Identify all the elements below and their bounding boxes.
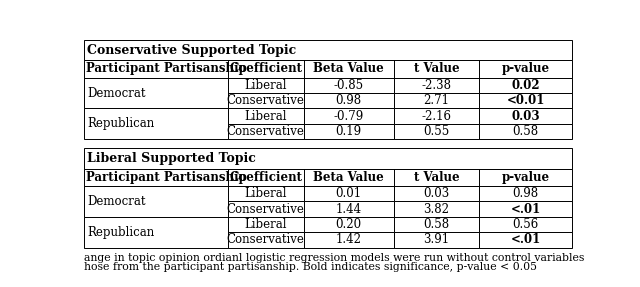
Bar — [228, 186, 303, 201]
Text: Conservative Supported Topic: Conservative Supported Topic — [87, 44, 296, 57]
Bar — [303, 232, 394, 248]
Bar — [84, 77, 228, 108]
Bar — [303, 186, 394, 201]
Text: Conservative: Conservative — [227, 233, 305, 247]
Text: 0.03: 0.03 — [511, 110, 540, 123]
Text: Participant Partisanship: Participant Partisanship — [86, 62, 247, 75]
Bar — [394, 217, 479, 232]
Bar — [84, 40, 572, 60]
Text: 0.98: 0.98 — [513, 187, 539, 200]
Bar — [84, 148, 572, 168]
Text: t Value: t Value — [414, 171, 460, 184]
Text: 2.71: 2.71 — [424, 94, 449, 107]
Bar — [394, 108, 479, 124]
Bar — [228, 108, 303, 124]
Text: 1.44: 1.44 — [336, 203, 362, 216]
Text: Liberal: Liberal — [244, 187, 287, 200]
Text: Liberal: Liberal — [244, 79, 287, 92]
Bar — [228, 93, 303, 108]
Bar — [394, 93, 479, 108]
Text: 0.20: 0.20 — [336, 218, 362, 231]
Bar — [84, 108, 228, 139]
Text: 0.58: 0.58 — [424, 218, 450, 231]
Text: 0.56: 0.56 — [513, 218, 539, 231]
Text: 0.58: 0.58 — [513, 125, 539, 138]
Text: Democrat: Democrat — [87, 195, 145, 208]
Bar — [228, 77, 303, 93]
Text: 0.01: 0.01 — [336, 187, 362, 200]
Text: -0.85: -0.85 — [333, 79, 364, 92]
Bar — [303, 93, 394, 108]
Text: 3.82: 3.82 — [424, 203, 449, 216]
Bar — [479, 77, 572, 93]
Text: Liberal: Liberal — [244, 110, 287, 123]
Text: <.01: <.01 — [511, 203, 541, 216]
Bar — [228, 201, 303, 217]
Bar — [479, 186, 572, 201]
Bar — [303, 77, 394, 93]
Bar — [84, 186, 228, 217]
Bar — [228, 232, 303, 248]
Bar — [394, 124, 479, 139]
Text: Liberal: Liberal — [244, 218, 287, 231]
Text: <.01: <.01 — [511, 233, 541, 247]
Text: 3.91: 3.91 — [424, 233, 450, 247]
Bar — [84, 60, 572, 77]
Text: Republican: Republican — [87, 117, 154, 130]
Text: Conservative: Conservative — [227, 125, 305, 138]
Bar — [479, 201, 572, 217]
Bar — [394, 77, 479, 93]
Bar — [394, 186, 479, 201]
Bar — [228, 217, 303, 232]
Bar — [303, 217, 394, 232]
Bar — [394, 232, 479, 248]
Bar — [303, 108, 394, 124]
Text: -0.79: -0.79 — [333, 110, 364, 123]
Bar — [479, 217, 572, 232]
Bar — [394, 201, 479, 217]
Text: p-value: p-value — [502, 171, 550, 184]
Text: Beta Value: Beta Value — [314, 171, 384, 184]
Text: Democrat: Democrat — [87, 86, 145, 100]
Bar — [303, 124, 394, 139]
Bar — [479, 93, 572, 108]
Text: 0.02: 0.02 — [511, 79, 540, 92]
Text: Liberal Supported Topic: Liberal Supported Topic — [87, 152, 256, 165]
Text: 0.03: 0.03 — [424, 187, 450, 200]
Text: Coefficient: Coefficient — [229, 62, 302, 75]
Text: Conservative: Conservative — [227, 203, 305, 216]
Text: -2.38: -2.38 — [422, 79, 452, 92]
Text: Coefficient: Coefficient — [229, 171, 302, 184]
Text: Conservative: Conservative — [227, 94, 305, 107]
Text: p-value: p-value — [502, 62, 550, 75]
Text: t Value: t Value — [414, 62, 460, 75]
Text: <0.01: <0.01 — [506, 94, 545, 107]
Text: 0.98: 0.98 — [336, 94, 362, 107]
Bar — [303, 201, 394, 217]
Text: -2.16: -2.16 — [422, 110, 452, 123]
Text: Republican: Republican — [87, 226, 154, 239]
Text: Participant Partisanship: Participant Partisanship — [86, 171, 247, 184]
Bar — [84, 168, 572, 186]
Text: Beta Value: Beta Value — [314, 62, 384, 75]
Bar — [479, 232, 572, 248]
Text: hose from the participant partisanship. Bold indicates significance, p-value < 0: hose from the participant partisanship. … — [84, 262, 537, 272]
Text: 1.42: 1.42 — [336, 233, 362, 247]
Bar — [84, 217, 228, 248]
Bar — [479, 108, 572, 124]
Text: 0.19: 0.19 — [336, 125, 362, 138]
Text: 0.55: 0.55 — [424, 125, 450, 138]
Bar — [228, 124, 303, 139]
Bar — [479, 124, 572, 139]
Text: ange in topic opinion ordianl logistic regression models were run without contro: ange in topic opinion ordianl logistic r… — [84, 253, 584, 263]
